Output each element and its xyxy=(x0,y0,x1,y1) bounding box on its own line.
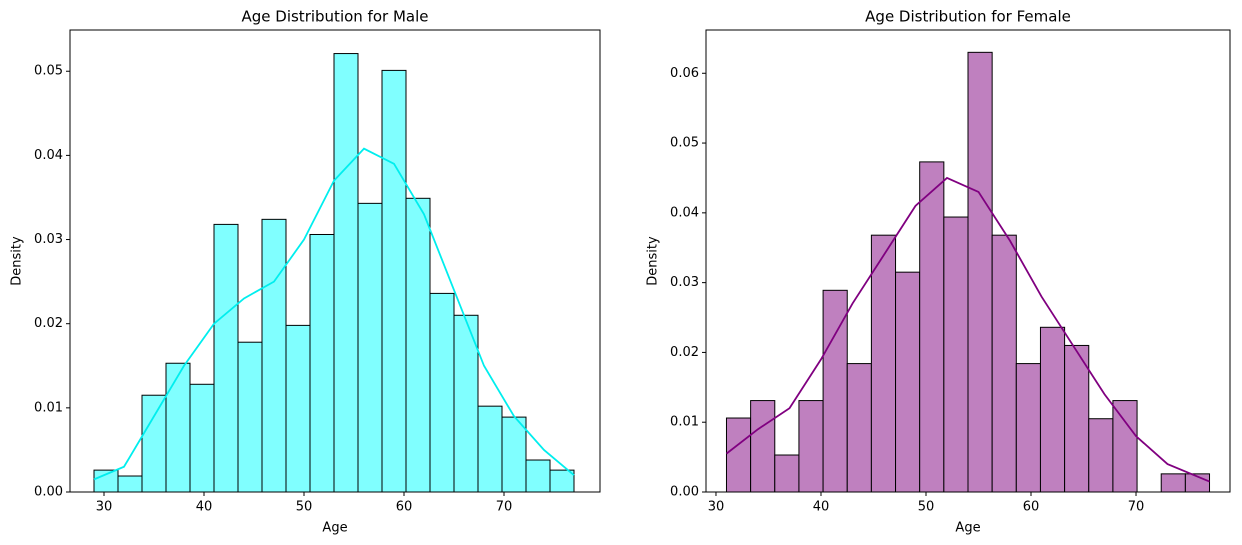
bar xyxy=(774,454,800,493)
bar xyxy=(846,363,872,493)
bar xyxy=(333,53,359,493)
y-tick-label: 0.05 xyxy=(670,136,699,151)
chart-title: Age Distribution for Male xyxy=(242,8,429,26)
bar xyxy=(1112,400,1138,493)
x-tick-label: 70 xyxy=(496,500,513,515)
bar xyxy=(525,459,551,493)
x-axis-label: Age xyxy=(955,521,980,536)
x-tick-label: 30 xyxy=(708,500,725,515)
bar xyxy=(357,202,383,493)
bar xyxy=(549,469,575,493)
y-axis-label: Density xyxy=(10,236,25,286)
x-tick-label: 40 xyxy=(813,500,830,515)
x-tick-label: 70 xyxy=(1128,500,1145,515)
bar xyxy=(943,216,969,493)
bar xyxy=(919,161,945,493)
y-tick-label: 0.04 xyxy=(34,148,63,163)
bar xyxy=(870,234,897,493)
bar xyxy=(477,405,503,493)
x-tick-label: 50 xyxy=(296,500,313,515)
y-tick-label: 0.03 xyxy=(34,232,63,247)
bar xyxy=(189,383,215,493)
bar xyxy=(725,417,752,493)
x-tick-label: 50 xyxy=(918,500,935,515)
x-tick-label: 40 xyxy=(196,500,213,515)
axes-frame xyxy=(69,29,601,493)
bar xyxy=(237,341,263,493)
y-tick-label: 0.01 xyxy=(34,400,63,415)
y-tick-label: 0.01 xyxy=(670,415,699,430)
bar xyxy=(165,362,191,493)
bar xyxy=(501,416,527,493)
bar xyxy=(381,69,407,493)
bar xyxy=(261,218,287,493)
y-tick-label: 0.02 xyxy=(34,316,63,331)
bar xyxy=(895,271,921,493)
bar xyxy=(1064,344,1090,493)
bar xyxy=(429,292,455,493)
y-tick-label: 0.00 xyxy=(670,485,699,500)
chart-title: Age Distribution for Female xyxy=(865,8,1071,26)
bar xyxy=(1160,473,1186,493)
y-tick-label: 0.05 xyxy=(34,64,63,79)
bar xyxy=(991,234,1017,493)
bar xyxy=(1015,363,1041,493)
bar xyxy=(453,314,479,493)
bar xyxy=(405,197,431,493)
bar xyxy=(1039,326,1066,493)
kde-line xyxy=(93,147,575,481)
bar xyxy=(117,475,143,493)
x-tick-label: 60 xyxy=(396,500,413,515)
y-tick-label: 0.00 xyxy=(34,485,63,500)
bar xyxy=(750,400,776,493)
bar xyxy=(141,394,167,493)
bar xyxy=(213,223,239,493)
bar xyxy=(967,51,993,493)
bar xyxy=(285,324,311,493)
x-axis-label: Age xyxy=(322,521,347,536)
y-tick-label: 0.06 xyxy=(670,66,699,81)
y-tick-label: 0.02 xyxy=(670,345,699,360)
y-tick-label: 0.04 xyxy=(670,205,699,220)
x-tick-label: 30 xyxy=(96,500,113,515)
bar xyxy=(798,400,824,493)
x-tick-label: 60 xyxy=(1023,500,1040,515)
bar xyxy=(1088,418,1114,493)
bar xyxy=(309,233,335,493)
axes-frame xyxy=(705,29,1231,493)
y-tick-label: 0.03 xyxy=(670,275,699,290)
kde-line xyxy=(725,176,1210,483)
y-axis-label: Density xyxy=(646,236,661,286)
